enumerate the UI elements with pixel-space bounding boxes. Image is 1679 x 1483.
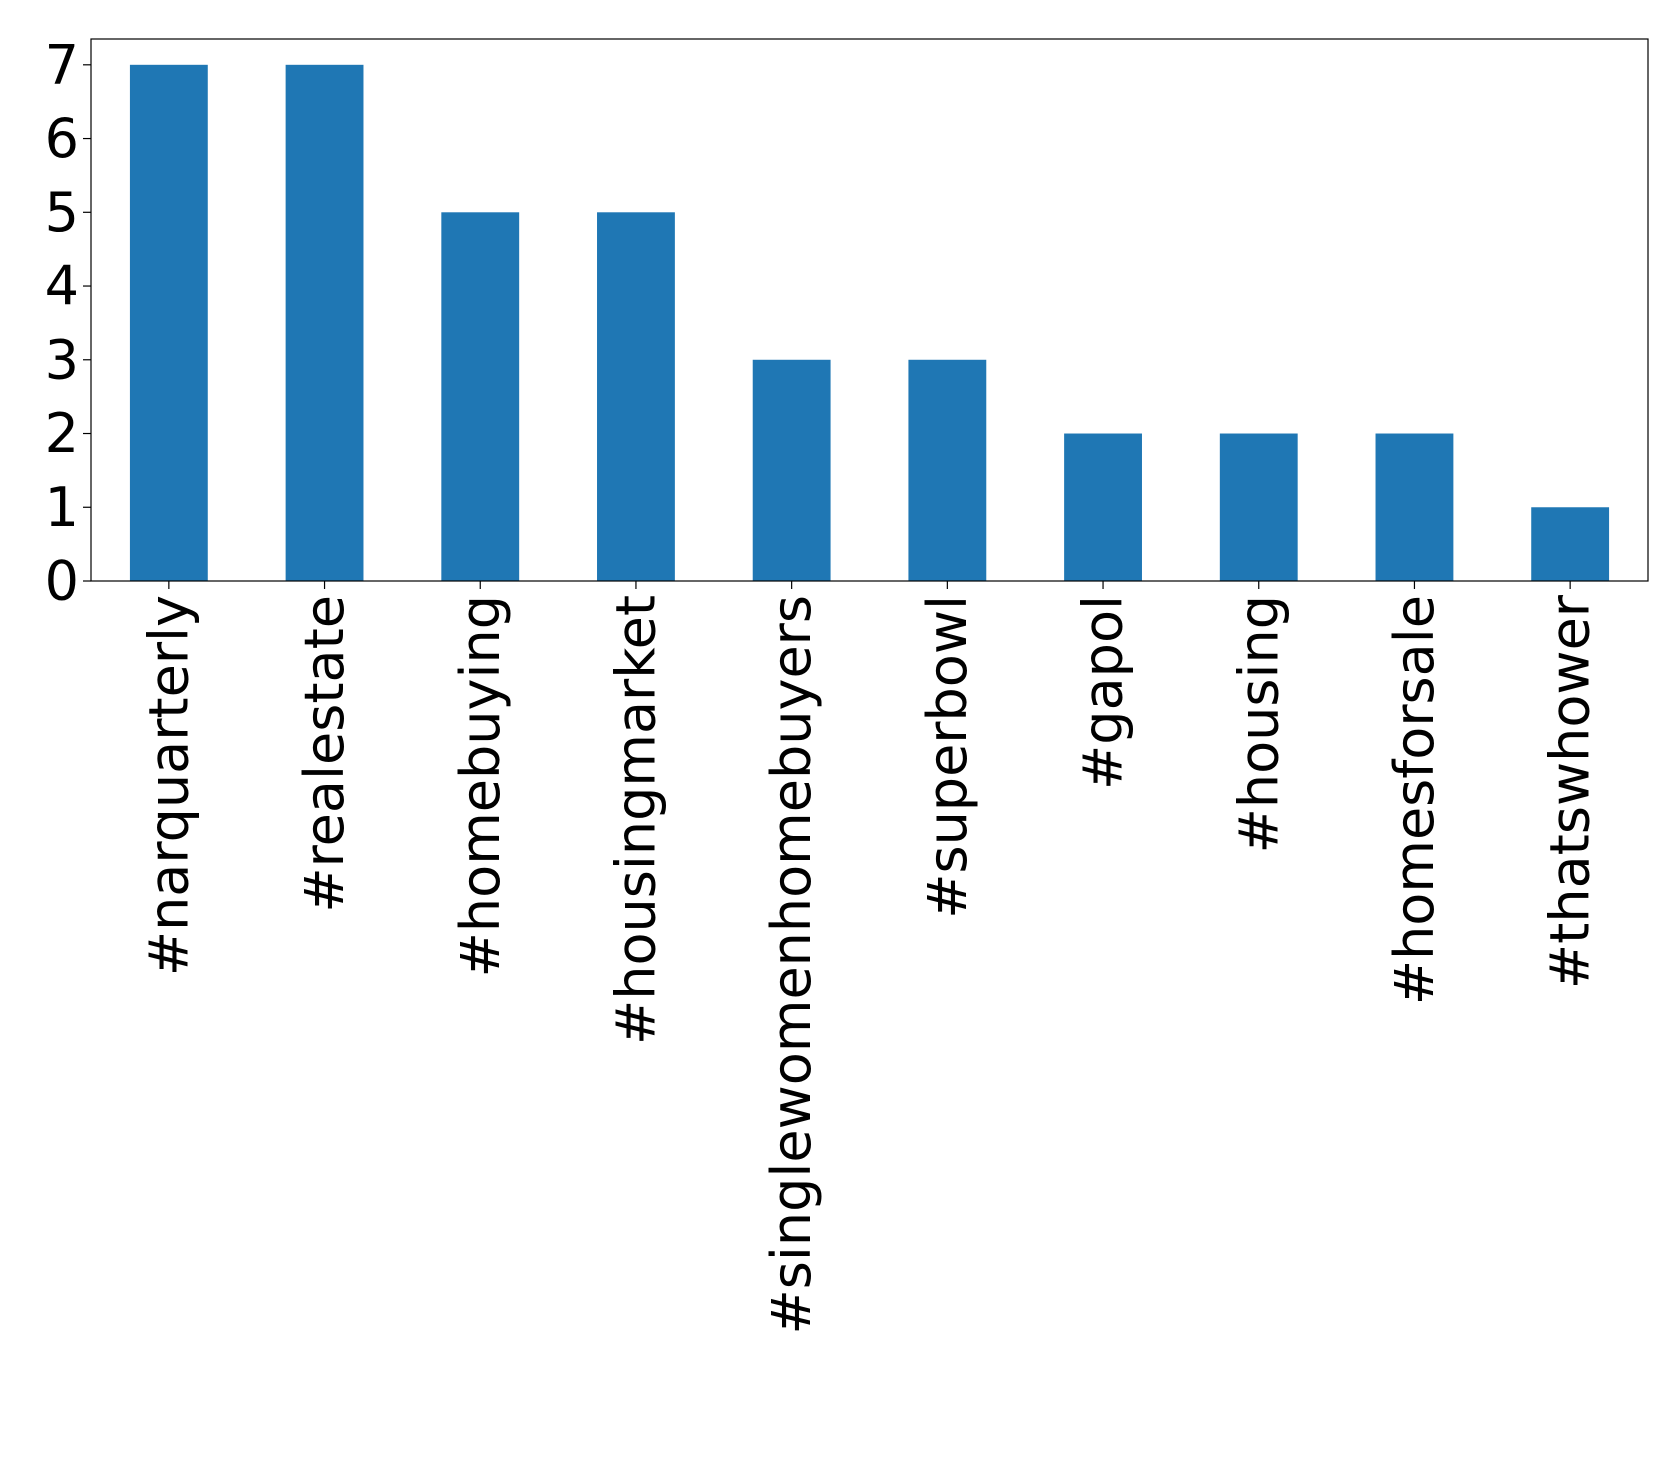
bar — [1375, 433, 1454, 581]
bar — [908, 359, 987, 581]
x-tick-label: #gapol — [1072, 595, 1135, 790]
bar — [1219, 433, 1298, 581]
x-tick-label: #homebuying — [449, 595, 512, 977]
x-tick-label: #homesforsale — [1383, 595, 1446, 1005]
x-tick-label: #superbowl — [916, 595, 979, 919]
axes-frame — [90, 38, 1649, 582]
x-tick-label: #housingmarket — [604, 595, 667, 1045]
y-tick-label: 5 — [45, 181, 79, 244]
bar — [285, 64, 364, 582]
x-tick-label: #singlewomenhomebuyers — [760, 595, 823, 1334]
y-tick-label: 7 — [45, 33, 79, 96]
bar — [752, 359, 831, 581]
y-tick-label: 3 — [45, 328, 79, 391]
bar — [441, 212, 520, 581]
bar — [597, 212, 675, 581]
x-tick-label: #realestate — [293, 595, 356, 913]
y-tick-label: 4 — [45, 255, 79, 318]
x-tick-label: #thatswhower — [1539, 594, 1602, 989]
plot-area: 0 1 2 3 4 5 6 7 #narquarterly #realestate #homebuy… — [45, 33, 1610, 1334]
bar — [129, 64, 208, 582]
y-tick-label: 2 — [45, 402, 79, 465]
bar — [1064, 433, 1142, 581]
bar — [1531, 507, 1610, 581]
y-tick-label: 6 — [45, 107, 79, 170]
x-tick-label: #housing — [1227, 595, 1290, 853]
y-tick-label: 1 — [45, 476, 79, 539]
x-tick-label: #narquarterly — [137, 595, 200, 976]
y-tick-label: 0 — [45, 550, 79, 613]
